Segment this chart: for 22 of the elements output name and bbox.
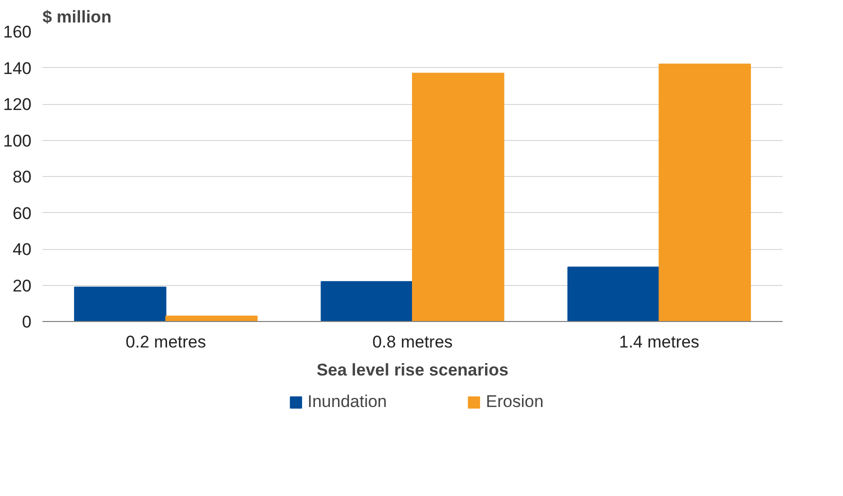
bar (320, 281, 413, 322)
bar (412, 72, 504, 322)
y-axis-title: $ million (42, 8, 112, 26)
y-tick-label: 160 (3, 22, 32, 42)
bar (165, 316, 258, 322)
x-tick-label: 1.4 metres (619, 332, 700, 352)
y-tick-label: 20 (12, 276, 32, 296)
y-tick-label: 100 (3, 131, 32, 150)
y-tick-label: 120 (3, 95, 32, 114)
x-axis-title: Sea level rise scenarios (316, 360, 508, 380)
y-tick-label: 0 (22, 312, 32, 332)
y-tick-label: 80 (12, 168, 32, 186)
bar (74, 286, 166, 322)
bar (567, 266, 660, 322)
x-tick-label: 0.8 metres (372, 332, 453, 352)
legend-label: Inundation (307, 392, 387, 412)
y-tick-label: 140 (3, 58, 32, 78)
y-tick-label: 40 (12, 240, 32, 259)
y-tick-label: 60 (12, 204, 32, 223)
legend-label: Erosion (486, 392, 544, 412)
bar (658, 64, 751, 322)
x-tick-label: 0.2 metres (126, 332, 206, 352)
